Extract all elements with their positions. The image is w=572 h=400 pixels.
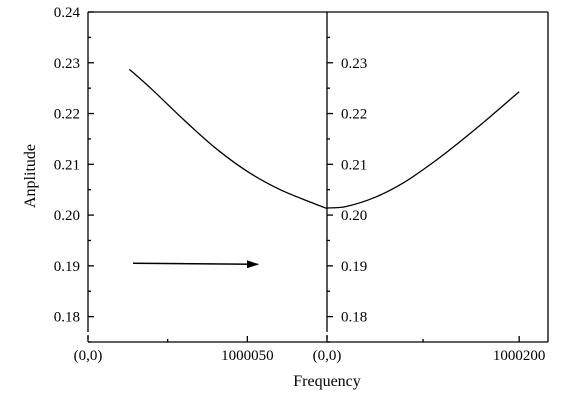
left-series-line: [128, 68, 328, 210]
left-y-tick-label: 0.19: [54, 259, 80, 275]
x-axis-title: Frequency: [293, 373, 361, 390]
right-series-line: [326, 91, 520, 209]
annotation-layer: [132, 260, 259, 269]
direction-arrow: [132, 260, 259, 269]
right-y-tick-label: 0.23: [341, 56, 367, 72]
curves-layer: [128, 68, 520, 210]
left-y-tick-label: 0.24: [54, 5, 81, 21]
left-y-tick-label: 0.18: [54, 310, 80, 326]
right-y-tick-label: 0.19: [341, 259, 367, 275]
right-y-tick-label: 0.20: [341, 208, 367, 224]
axes-layer: 0.18 0.19 0.20 0.21 0.22 0.23 0.24 0.18 0.19 0.20…: [54, 5, 549, 364]
y-axis-title: Anplitude: [22, 144, 39, 208]
right-y-tick-label: 0.22: [341, 107, 367, 123]
x-tick-label: (0,0): [313, 348, 342, 364]
left-y-tick-label: 0.23: [54, 56, 80, 72]
x-tick-label: 1000050: [221, 348, 274, 364]
left-y-tick-label: 0.20: [54, 208, 80, 224]
x-tick-label: (0,0): [74, 348, 103, 364]
left-y-tick-label: 0.21: [54, 157, 80, 173]
left-y-tick-label: 0.22: [54, 107, 80, 123]
x-tick-label: 1000200: [493, 348, 546, 364]
right-y-tick-label: 0.18: [341, 310, 367, 326]
right-y-tick-label: 0.21: [341, 157, 367, 173]
